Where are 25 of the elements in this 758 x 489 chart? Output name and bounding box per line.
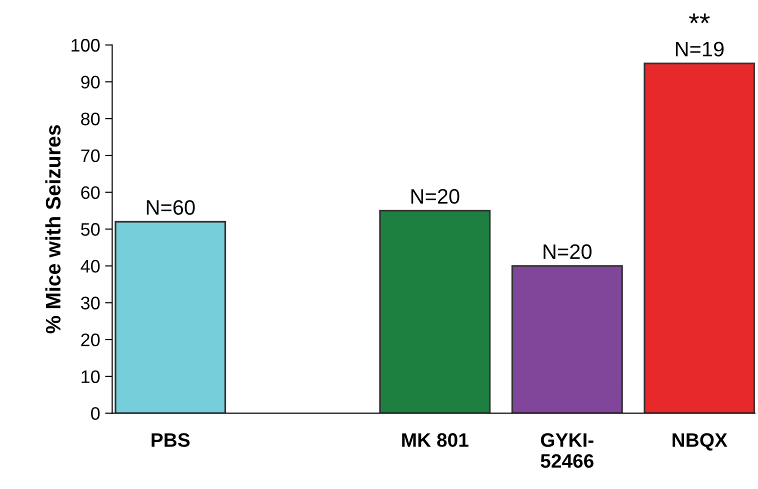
y-tick-label: 30 <box>80 296 100 310</box>
bar <box>379 210 491 414</box>
x-tick-label: GYKI- 52466 <box>540 433 594 468</box>
annotation: ** <box>689 14 710 24</box>
y-tick-label: 20 <box>81 333 100 346</box>
annotation: N=60 <box>146 200 195 215</box>
y-tick-label: 40 <box>80 260 100 273</box>
bar <box>644 62 755 414</box>
x-tick-label: MK 801 <box>402 433 468 447</box>
y-tick-label: 70 <box>81 149 100 162</box>
x-tick-label: PBS <box>152 433 190 447</box>
y-tick-label: 0 <box>91 407 100 420</box>
y-tick-label: 90 <box>81 76 100 89</box>
y-tick-label: 100 <box>72 38 100 52</box>
y-tick-label: 10 <box>82 370 100 384</box>
annotation: N=20 <box>544 244 592 260</box>
bar <box>511 265 623 414</box>
x-tick-label: NBQX <box>672 433 728 451</box>
annotation: N=19 <box>676 42 724 57</box>
bar <box>114 220 226 414</box>
annotation: N=20 <box>411 189 460 204</box>
y-tick-label: 80 <box>81 112 100 126</box>
y-tick-label: 60 <box>81 186 100 199</box>
y-tick-label: 50 <box>81 223 100 236</box>
y-axis-title: % Mice with Seizures <box>45 125 61 334</box>
